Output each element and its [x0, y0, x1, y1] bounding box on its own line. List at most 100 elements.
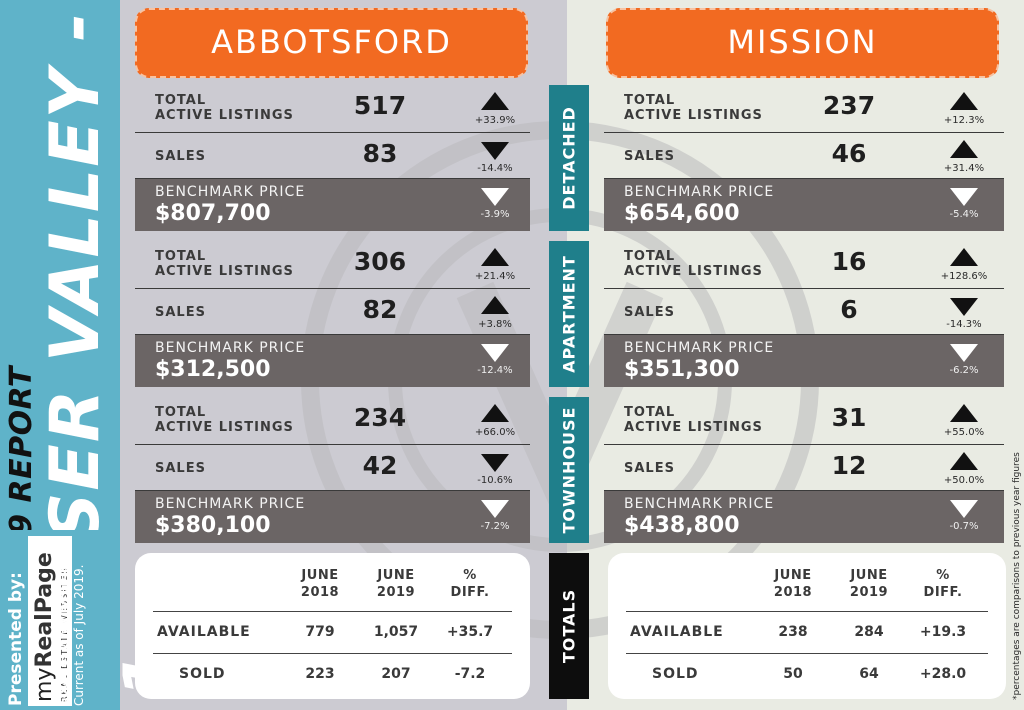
- listings-change: +33.9%: [474, 115, 516, 126]
- listings-label: TOTAL ACTIVE LISTINGS: [155, 93, 294, 123]
- source-text: Source: www.fvreb.bc.ca: [56, 537, 70, 706]
- footnote: *percentages are comparisons to previous…: [1012, 452, 1022, 700]
- available-value: 779: [305, 624, 335, 640]
- arrow-down-icon: [950, 500, 978, 518]
- tab-totals: TOTALS: [549, 553, 589, 699]
- benchmark-value: $654,600: [624, 201, 740, 226]
- listings-value: 517: [353, 91, 407, 120]
- sales-value: 82: [362, 295, 398, 324]
- listings-value: 16: [831, 247, 867, 276]
- listings-change: +66.0%: [474, 427, 516, 438]
- sales-change: +31.4%: [943, 163, 985, 174]
- divider: [153, 653, 512, 654]
- listings-change: +21.4%: [474, 271, 516, 282]
- sales-label: SALES: [624, 305, 675, 320]
- benchmark-value: $351,300: [624, 357, 740, 382]
- sales-change: -14.4%: [477, 163, 513, 174]
- sales-change: -14.3%: [946, 319, 982, 330]
- active-listings-label: ACTIVE LISTINGS: [155, 264, 294, 279]
- mission-apartment-benchmark-row: BENCHMARK PRICE $351,300 -6.2%: [604, 335, 1004, 387]
- mission-apartment-listings-row: TOTAL ACTIVE LISTINGS 16 +128.6%: [604, 241, 1004, 289]
- mission-townhouse-sales-row: SALES 12 +50.0%: [604, 445, 1004, 491]
- available-value: +19.3: [919, 624, 967, 640]
- arrow-down-icon: [950, 188, 978, 206]
- listings-change: +55.0%: [943, 427, 985, 438]
- city-header-mission: MISSION: [606, 8, 999, 78]
- arrow-down-icon: [481, 188, 509, 206]
- totals-table-abbotsford: JUNE 2018 JUNE 2019 % DIFF. AVAILABLE 779 1,0…: [135, 553, 530, 699]
- benchmark-label: BENCHMARK PRICE: [624, 496, 775, 512]
- column-header: JUNE 2018: [300, 568, 340, 600]
- benchmark-label: BENCHMARK PRICE: [155, 340, 306, 356]
- active-listings-label: ACTIVE LISTINGS: [624, 264, 763, 279]
- benchmark-label: BENCHMARK PRICE: [624, 340, 775, 356]
- sales-change: +3.8%: [478, 319, 512, 330]
- available-label: AVAILABLE: [630, 624, 724, 640]
- totals-table-mission: JUNE 2018 JUNE 2019 % DIFF. AVAILABLE 238 284…: [608, 553, 1006, 699]
- arrow-down-icon: [481, 454, 509, 472]
- abbotsford-townhouse-listings-row: TOTAL ACTIVE LISTINGS 234 +66.0%: [135, 397, 530, 445]
- sales-label: SALES: [155, 149, 206, 164]
- city-header-abbotsford: ABBOTSFORD: [135, 8, 528, 78]
- listings-change: +128.6%: [940, 271, 988, 282]
- arrow-down-icon: [481, 142, 509, 160]
- benchmark-label: BENCHMARK PRICE: [155, 184, 306, 200]
- abbotsford-detached-listings-row: TOTAL ACTIVE LISTINGS 517 +33.9%: [135, 85, 530, 133]
- abbotsford-townhouse-sales-row: SALES 42 -10.6%: [135, 445, 530, 491]
- active-listings-label: ACTIVE LISTINGS: [624, 420, 763, 435]
- total-label: TOTAL: [155, 93, 207, 108]
- benchmark-change: -0.7%: [949, 521, 979, 532]
- total-label: TOTAL: [624, 249, 676, 264]
- active-listings-label: ACTIVE LISTINGS: [155, 420, 294, 435]
- benchmark-value: $807,700: [155, 201, 271, 226]
- sold-value: 207: [381, 666, 411, 682]
- total-label: TOTAL: [155, 405, 207, 420]
- available-value: 238: [778, 624, 808, 640]
- listings-value: 237: [822, 91, 876, 120]
- sales-value: 83: [362, 139, 398, 168]
- benchmark-label: BENCHMARK PRICE: [155, 496, 306, 512]
- sales-value: 6: [840, 295, 858, 324]
- sales-value: 46: [831, 139, 867, 168]
- sales-value: 42: [362, 451, 398, 480]
- current-as-of-text: Current as of July 2019.: [72, 564, 86, 706]
- benchmark-value: $380,100: [155, 513, 271, 538]
- listings-value: 234: [353, 403, 407, 432]
- mission-townhouse-listings-row: TOTAL ACTIVE LISTINGS 31 +55.0%: [604, 397, 1004, 445]
- abbotsford-apartment-benchmark-row: BENCHMARK PRICE $312,500 -12.4%: [135, 335, 530, 387]
- mission-detached-benchmark-row: BENCHMARK PRICE $654,600 -5.4%: [604, 179, 1004, 231]
- listings-value: 306: [353, 247, 407, 276]
- arrow-up-icon: [481, 92, 509, 110]
- sales-change: +50.0%: [943, 475, 985, 486]
- abbotsford-detached-sales-row: SALES 83 -14.4%: [135, 133, 530, 179]
- tab-apartment: APARTMENT: [549, 241, 589, 387]
- listings-change: +12.3%: [943, 115, 985, 126]
- column-header: JUNE 2019: [849, 568, 889, 600]
- available-value: 284: [854, 624, 884, 640]
- tab-detached: DETACHED: [549, 85, 589, 231]
- listings-label: TOTAL ACTIVE LISTINGS: [624, 249, 763, 279]
- mission-detached-sales-row: SALES 46 +31.4%: [604, 133, 1004, 179]
- benchmark-change: -12.4%: [477, 365, 513, 376]
- available-value: 1,057: [373, 624, 419, 640]
- sales-label: SALES: [624, 461, 675, 476]
- arrow-up-icon: [950, 92, 978, 110]
- mission-apartment-sales-row: SALES 6 -14.3%: [604, 289, 1004, 335]
- tab-townhouse: TOWNHOUSE: [549, 397, 589, 543]
- sold-value: 223: [305, 666, 335, 682]
- listings-label: TOTAL ACTIVE LISTINGS: [155, 405, 294, 435]
- column-header: % DIFF.: [450, 568, 490, 600]
- arrow-down-icon: [950, 344, 978, 362]
- available-label: AVAILABLE: [157, 624, 251, 640]
- total-label: TOTAL: [155, 249, 207, 264]
- benchmark-change: -6.2%: [949, 365, 979, 376]
- sold-value: +28.0: [919, 666, 967, 682]
- sold-label: SOLD: [652, 666, 699, 682]
- arrow-down-icon: [481, 500, 509, 518]
- arrow-up-icon: [481, 248, 509, 266]
- abbotsford-apartment-listings-row: TOTAL ACTIVE LISTINGS 306 +21.4%: [135, 241, 530, 289]
- benchmark-change: -3.9%: [480, 209, 510, 220]
- divider: [626, 653, 988, 654]
- arrow-up-icon: [481, 296, 509, 314]
- listings-label: TOTAL ACTIVE LISTINGS: [624, 405, 763, 435]
